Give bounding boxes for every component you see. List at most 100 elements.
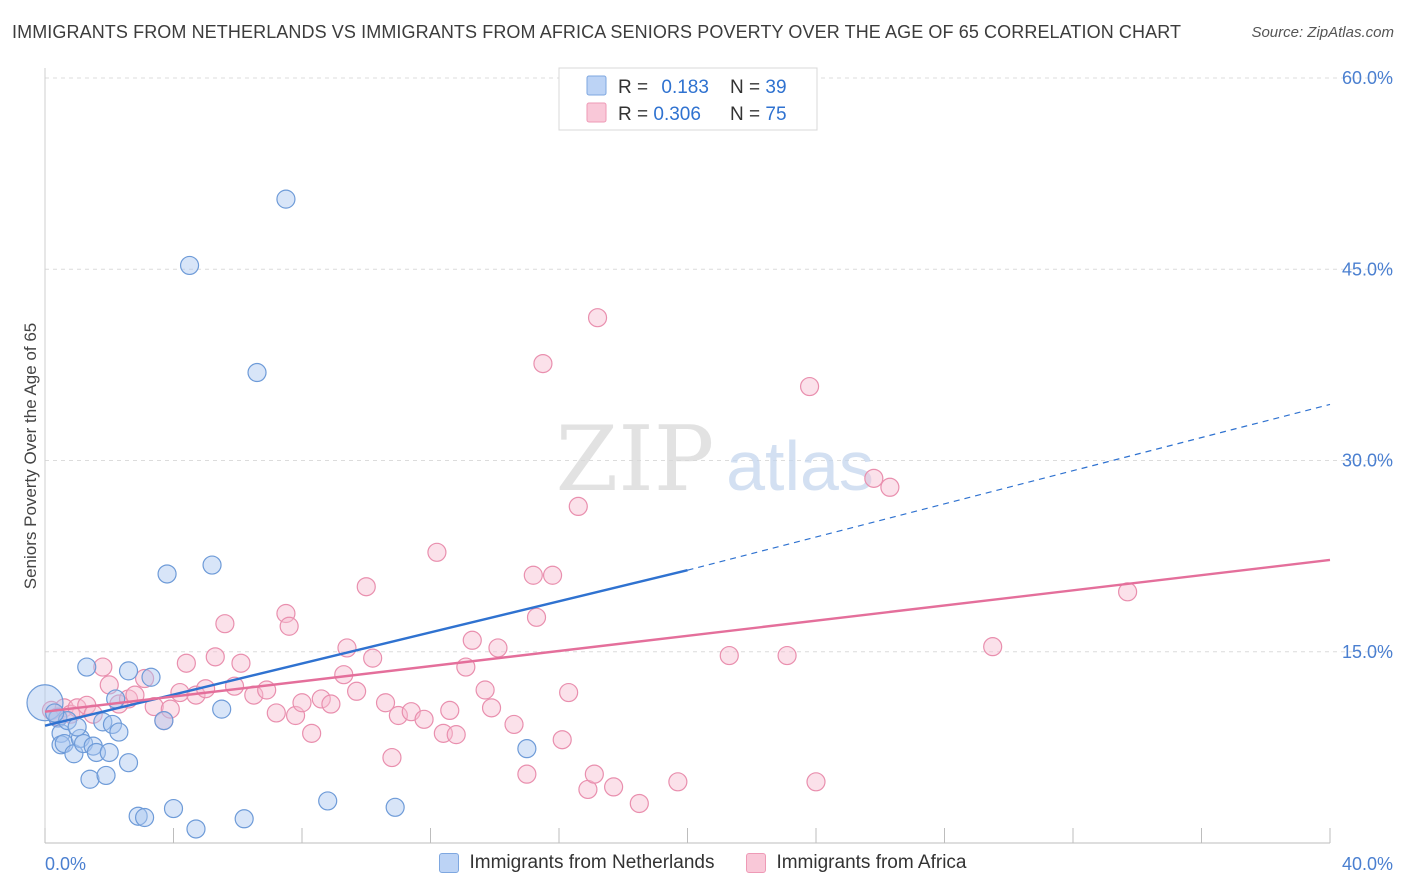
point-africa [568, 496, 588, 516]
svg-text:N = 39: N = 39 [730, 77, 787, 98]
point-netherlands [186, 819, 206, 839]
legend-item-africa: Immigrants from Africa [746, 852, 967, 874]
point-africa [475, 680, 495, 700]
point-africa [382, 747, 402, 768]
point-africa [375, 693, 396, 713]
point-africa [302, 723, 322, 743]
point-africa [134, 668, 155, 689]
point-africa [719, 645, 739, 666]
point-netherlands [102, 714, 123, 735]
point-africa [806, 772, 826, 792]
point-netherlands [134, 807, 155, 828]
series-africa-points [41, 308, 1138, 814]
legend-n-value-1: 39 [765, 77, 786, 98]
point-africa [363, 648, 383, 668]
point-africa [231, 653, 251, 673]
point-africa [629, 793, 649, 814]
point-africa [215, 614, 235, 634]
point-africa [880, 477, 900, 497]
point-africa [488, 638, 508, 658]
x-tick-label: 40.0% [1342, 854, 1393, 874]
point-africa [533, 354, 553, 374]
legend-r-label-1: R = [618, 77, 653, 98]
point-africa [481, 698, 502, 718]
point-netherlands [157, 564, 177, 584]
point-africa [276, 603, 296, 624]
trend-line-netherlands-extension [687, 403, 1331, 571]
legend-r-value-2: 0.306 [653, 104, 701, 125]
point-africa [526, 607, 547, 627]
point-africa [93, 657, 113, 677]
watermark-zip: ZIP [556, 407, 715, 512]
svg-text:R = 0.306: R = 0.306 [618, 104, 701, 125]
point-netherlands [154, 710, 174, 731]
point-africa [311, 689, 331, 709]
point-africa [668, 772, 688, 792]
point-netherlands [141, 667, 161, 687]
point-netherlands [385, 797, 405, 817]
point-netherlands [99, 742, 119, 763]
legend-n-label-1: N = [730, 77, 765, 98]
point-netherlands [318, 791, 338, 811]
legend-swatch-netherlands-bottom [439, 853, 460, 873]
svg-text:N = 75: N = 75 [730, 104, 787, 125]
y-tick-label: 60.0% [1342, 68, 1393, 88]
point-netherlands [96, 765, 116, 786]
y-tick-label: 30.0% [1342, 451, 1393, 471]
point-netherlands [247, 362, 267, 383]
point-africa [552, 730, 572, 750]
point-africa [604, 777, 624, 797]
legend-swatch-africa-bottom [746, 853, 767, 873]
point-africa [777, 645, 797, 666]
watermark-atlas: atlas [726, 427, 874, 505]
point-africa [427, 542, 447, 562]
point-netherlands [212, 699, 232, 719]
point-netherlands [80, 769, 100, 789]
point-netherlands [45, 703, 65, 723]
point-africa [356, 577, 376, 597]
point-africa [584, 764, 604, 784]
trend-lines [44, 403, 1331, 727]
axes [44, 68, 1331, 844]
point-africa [347, 681, 367, 701]
point-africa [388, 705, 408, 726]
point-africa [523, 565, 543, 585]
legend-n-value-2: 75 [765, 104, 786, 125]
point-africa [99, 675, 119, 695]
point-africa [542, 565, 563, 585]
legend-label-africa: Immigrants from Africa [776, 852, 967, 873]
point-africa [799, 376, 820, 397]
point-africa [176, 653, 196, 673]
x-tick-label: 0.0% [45, 854, 86, 874]
legend-top: R = 0.183 N = 39 R = 0.306 N = 75 [558, 67, 818, 131]
tick-labels: 15.0% 30.0% 45.0% 60.0% 0.0% 40.0% [45, 68, 1393, 874]
source-credit: Source: ZipAtlas.com [1251, 24, 1394, 41]
point-africa [321, 694, 341, 714]
point-netherlands [77, 657, 97, 677]
legend-r-label-2: R = [618, 104, 653, 125]
point-africa [462, 630, 482, 650]
point-africa [559, 682, 579, 703]
point-africa [587, 308, 608, 328]
y-tick-label: 45.0% [1342, 259, 1393, 279]
point-netherlands [234, 809, 254, 829]
point-africa [266, 703, 286, 723]
point-netherlands [128, 806, 148, 826]
trend-line-africa [44, 558, 1331, 713]
point-africa [446, 725, 466, 745]
point-africa [205, 647, 225, 667]
point-africa [517, 764, 537, 784]
point-africa [504, 714, 524, 735]
gridlines [45, 77, 1392, 653]
legend-item-netherlands: Immigrants from Netherlands [439, 852, 714, 874]
point-africa [292, 693, 312, 713]
point-africa [414, 709, 434, 729]
point-netherlands [163, 798, 184, 819]
chart-title: IMMIGRANTS FROM NETHERLANDS VS IMMIGRANT… [12, 22, 1182, 42]
legend-label-netherlands: Immigrants from Netherlands [469, 852, 715, 873]
point-africa [440, 700, 460, 721]
point-netherlands [276, 189, 296, 209]
point-africa [864, 468, 884, 488]
y-tick-label: 15.0% [1342, 642, 1393, 662]
